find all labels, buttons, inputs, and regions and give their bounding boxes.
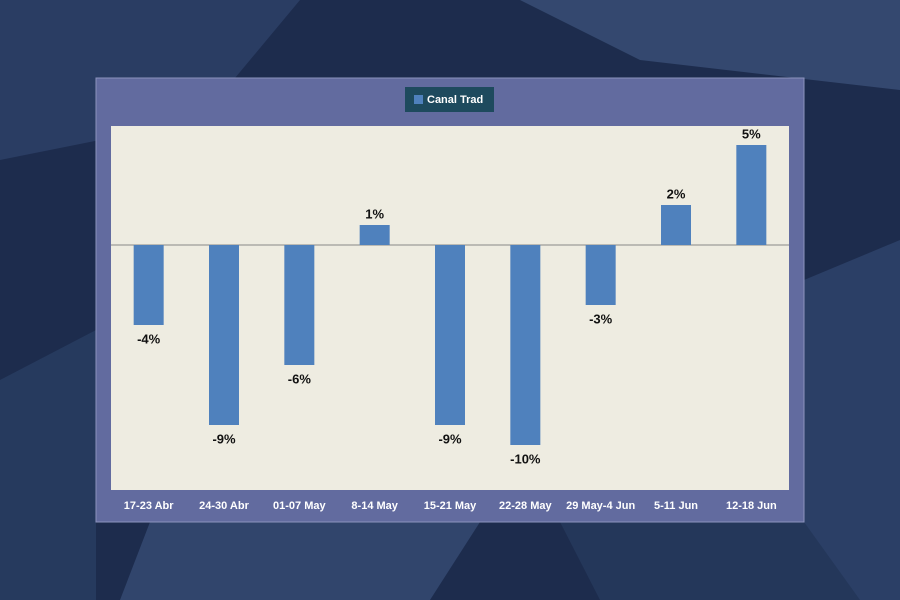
marks: 17-23 Abr -4% 24-30 Abr -9% 01-07 May -6% 8-14… [111, 126, 789, 512]
x-tick-label: 17-23 Abr [124, 500, 174, 512]
legend-swatch [414, 95, 423, 104]
x-tick-label: 29 May-4 Jun [566, 500, 635, 512]
bar [209, 245, 239, 425]
value-label: -6% [288, 371, 312, 386]
value-label: -9% [438, 431, 462, 446]
value-label: 1% [365, 206, 384, 221]
background-shape [120, 522, 480, 600]
background-shape [804, 240, 900, 600]
background-shape [0, 330, 96, 600]
legend-label: Canal Trad [427, 94, 483, 106]
value-label: 5% [742, 126, 761, 141]
bar [510, 245, 541, 445]
value-label: -9% [212, 431, 236, 446]
x-tick-label: 12-18 Jun [726, 500, 777, 512]
x-tick-label: 22-28 May [499, 500, 552, 512]
x-tick-label: 01-07 May [273, 500, 326, 512]
bar [585, 245, 616, 305]
value-label: -3% [589, 311, 613, 326]
bar [435, 245, 465, 425]
value-label: -4% [137, 331, 161, 346]
x-tick-label: 5-11 Jun [654, 500, 698, 512]
bar [359, 225, 390, 245]
bar [736, 145, 767, 245]
bar [661, 205, 691, 245]
value-label: -10% [510, 451, 541, 466]
bar [133, 245, 164, 325]
bar [284, 245, 315, 365]
background-shape [560, 522, 860, 600]
value-label: 2% [667, 186, 686, 201]
x-tick-label: 24-30 Abr [199, 500, 249, 512]
background-shape [520, 0, 900, 90]
x-tick-label: 15-21 May [424, 500, 477, 512]
x-tick-label: 8-14 May [351, 500, 398, 512]
